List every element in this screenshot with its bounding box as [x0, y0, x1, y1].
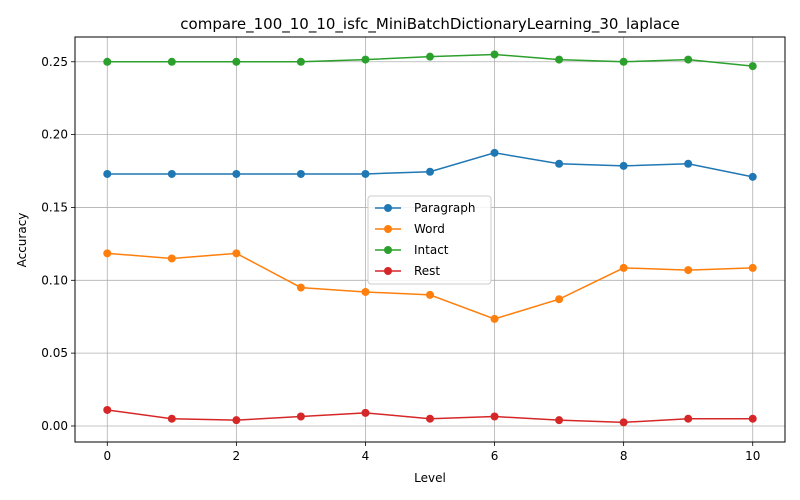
- x-tick-label: 0: [103, 449, 111, 463]
- data-point: [748, 172, 757, 181]
- data-point: [167, 414, 176, 423]
- data-point: [490, 148, 499, 157]
- data-point: [361, 287, 370, 296]
- plot-frame: [74, 36, 786, 443]
- y-tick-label: 0.20: [41, 128, 68, 142]
- data-point: [619, 57, 628, 66]
- data-point: [167, 57, 176, 66]
- data-point: [684, 159, 693, 168]
- series-layer: [103, 50, 757, 427]
- legend-label: Paragraph: [414, 201, 475, 215]
- data-point: [426, 414, 434, 423]
- x-tick-label: 8: [620, 449, 628, 463]
- legend-item: Word: [375, 222, 445, 236]
- x-axis-label: Level: [414, 471, 446, 485]
- y-tick-label: 0.00: [41, 419, 68, 433]
- data-point: [619, 418, 628, 427]
- legend-item: Paragraph: [375, 201, 475, 215]
- data-point: [555, 55, 564, 64]
- data-point: [490, 412, 499, 421]
- data-point: [555, 159, 564, 168]
- legend-label: Word: [414, 222, 445, 236]
- y-tick-label: 0.05: [41, 346, 68, 360]
- data-point: [296, 412, 305, 421]
- legend-item: Intact: [375, 243, 449, 257]
- series-word: [103, 249, 757, 323]
- legend-marker: [384, 267, 392, 275]
- data-point: [232, 249, 241, 258]
- data-point: [232, 169, 241, 178]
- legend-marker: [384, 246, 392, 254]
- data-point: [361, 408, 370, 417]
- data-point: [103, 169, 112, 178]
- legend-box: [367, 195, 492, 285]
- y-axis-label: Accuracy: [15, 213, 29, 268]
- data-point: [103, 249, 112, 258]
- data-point: [103, 405, 112, 414]
- data-point: [748, 414, 757, 423]
- legend-marker: [384, 225, 392, 233]
- data-point: [296, 57, 305, 66]
- series-rest: [103, 405, 757, 427]
- x-tick-label: 4: [362, 449, 370, 463]
- data-point: [296, 283, 305, 292]
- data-point: [684, 266, 693, 275]
- data-point: [619, 161, 628, 170]
- data-point: [490, 314, 499, 323]
- y-tick-label: 0.10: [41, 273, 68, 287]
- data-point: [684, 414, 693, 423]
- data-point: [361, 55, 370, 64]
- data-point: [103, 57, 112, 66]
- series-paragraph: [103, 148, 757, 181]
- legend: Paragraph Word Intact Rest: [367, 195, 492, 285]
- data-point: [555, 416, 564, 425]
- data-point: [555, 295, 564, 304]
- legend-item: Rest: [375, 264, 440, 278]
- data-point: [619, 263, 628, 272]
- data-point: [232, 416, 241, 425]
- data-point: [296, 169, 305, 178]
- data-point: [684, 55, 693, 64]
- y-tick-label: 0.25: [41, 55, 68, 69]
- legend-label: Intact: [414, 243, 449, 257]
- data-point: [426, 290, 434, 299]
- x-tick-label: 2: [233, 449, 241, 463]
- series-intact: [103, 50, 757, 71]
- axis-ticks: 0 2 4 6 8 10 0.00 0.05 0.10 0.15 0.20 0.25: [41, 55, 760, 463]
- data-point: [426, 167, 434, 176]
- data-point: [361, 169, 370, 178]
- data-point: [232, 57, 241, 66]
- chart-title: compare_100_10_10_isfc_MiniBatchDictiona…: [180, 15, 679, 34]
- legend-marker: [384, 204, 392, 212]
- data-point: [490, 50, 499, 59]
- x-tick-label: 6: [491, 449, 499, 463]
- y-tick-label: 0.15: [41, 200, 68, 214]
- data-point: [748, 62, 757, 71]
- data-point: [167, 169, 176, 178]
- x-tick-label: 10: [745, 449, 760, 463]
- data-point: [748, 263, 757, 272]
- legend-label: Rest: [414, 264, 440, 278]
- data-point: [167, 254, 176, 263]
- data-point: [426, 52, 434, 61]
